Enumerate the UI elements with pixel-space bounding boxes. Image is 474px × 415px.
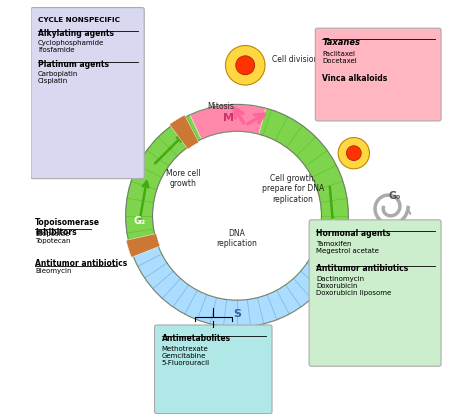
Text: M: M <box>223 113 234 123</box>
Text: Hormonal agents: Hormonal agents <box>316 229 391 238</box>
Text: S: S <box>233 309 241 319</box>
Text: Bleomycin: Bleomycin <box>35 268 72 274</box>
Text: More cell
growth: More cell growth <box>166 169 201 188</box>
Text: Dactinomycin
Doxorubicin
Doxorubicin liposome: Dactinomycin Doxorubicin Doxorubicin lip… <box>316 276 392 296</box>
Text: Topoisomerase
inhibitors: Topoisomerase inhibitors <box>35 218 100 237</box>
Wedge shape <box>313 235 347 259</box>
Text: Carboplatin
Cisplatin: Carboplatin Cisplatin <box>38 71 78 84</box>
Text: G₂: G₂ <box>133 216 146 226</box>
Wedge shape <box>190 105 266 139</box>
Text: Cell growth,
prepare for DNA
replication: Cell growth, prepare for DNA replication <box>262 174 324 204</box>
FancyBboxPatch shape <box>155 325 272 414</box>
Text: Etoposide
Topotecan: Etoposide Topotecan <box>35 231 71 244</box>
Text: Taxanes: Taxanes <box>322 38 360 46</box>
Text: Alkylating agents: Alkylating agents <box>38 29 114 39</box>
Wedge shape <box>170 115 199 149</box>
Text: Vinca alkaloids: Vinca alkaloids <box>322 73 388 83</box>
Text: Antitumor antibiotics: Antitumor antibiotics <box>316 264 409 273</box>
Text: Mitosis: Mitosis <box>207 102 234 111</box>
Wedge shape <box>132 245 342 327</box>
Text: Methotrexate
Gemcitabine
5-Fluorouracil: Methotrexate Gemcitabine 5-Fluorouracil <box>162 347 210 366</box>
Circle shape <box>346 146 361 161</box>
Text: Paclitaxel
Docetaxel: Paclitaxel Docetaxel <box>322 51 357 64</box>
Text: G₀: G₀ <box>388 191 401 201</box>
Text: Cell division: Cell division <box>272 55 319 63</box>
Text: Tamoxifen
Megestrol acetate: Tamoxifen Megestrol acetate <box>316 241 379 254</box>
Text: CYCLE NONSPECIFIC: CYCLE NONSPECIFIC <box>38 17 120 23</box>
Circle shape <box>226 46 265 85</box>
Text: Antitumor antibiotics: Antitumor antibiotics <box>35 259 127 268</box>
FancyBboxPatch shape <box>315 28 441 121</box>
Circle shape <box>338 137 370 169</box>
Text: Cyclophosphamide
Ifosfamide: Cyclophosphamide Ifosfamide <box>38 40 104 53</box>
Text: G₁: G₁ <box>328 219 341 229</box>
Text: Antimetabolites: Antimetabolites <box>162 334 231 344</box>
Circle shape <box>236 56 255 75</box>
FancyBboxPatch shape <box>309 220 441 366</box>
Text: DNA
replication: DNA replication <box>217 229 257 248</box>
Text: Platinum agents: Platinum agents <box>38 60 109 69</box>
FancyBboxPatch shape <box>31 7 144 178</box>
Wedge shape <box>126 234 160 257</box>
